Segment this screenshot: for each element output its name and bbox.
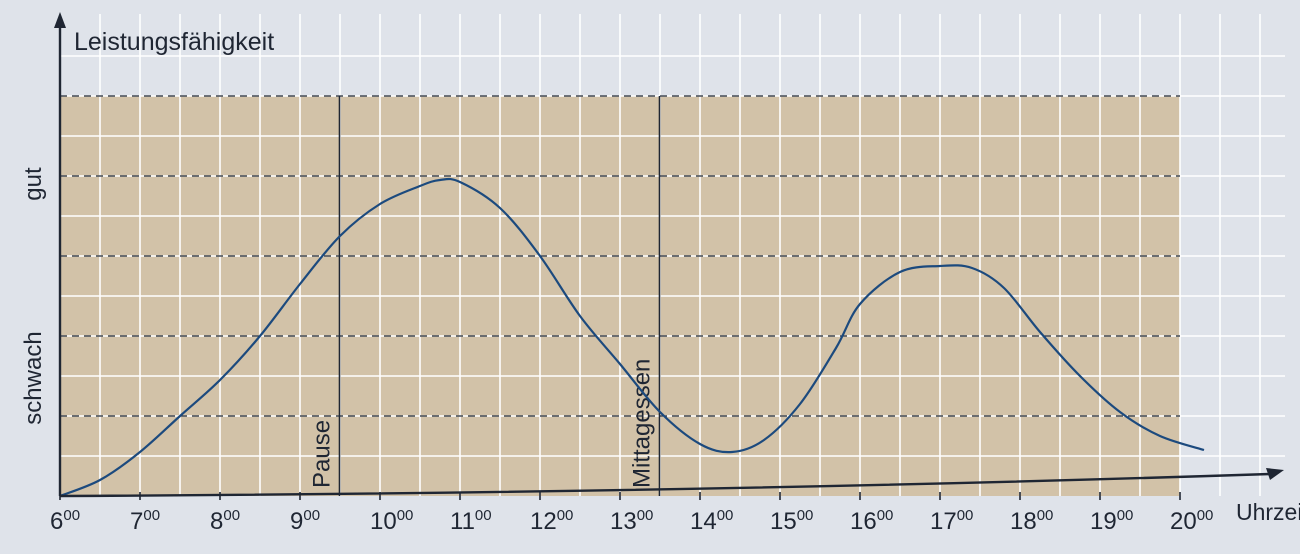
x-axis-title: Uhrzeit xyxy=(1236,499,1300,525)
y-level-schwach: schwach xyxy=(20,331,47,424)
y-axis-title: Leistungsfähigkeit xyxy=(74,28,274,56)
marker-label-pause: Pause xyxy=(309,420,336,488)
y-level-gut: gut xyxy=(20,167,47,201)
